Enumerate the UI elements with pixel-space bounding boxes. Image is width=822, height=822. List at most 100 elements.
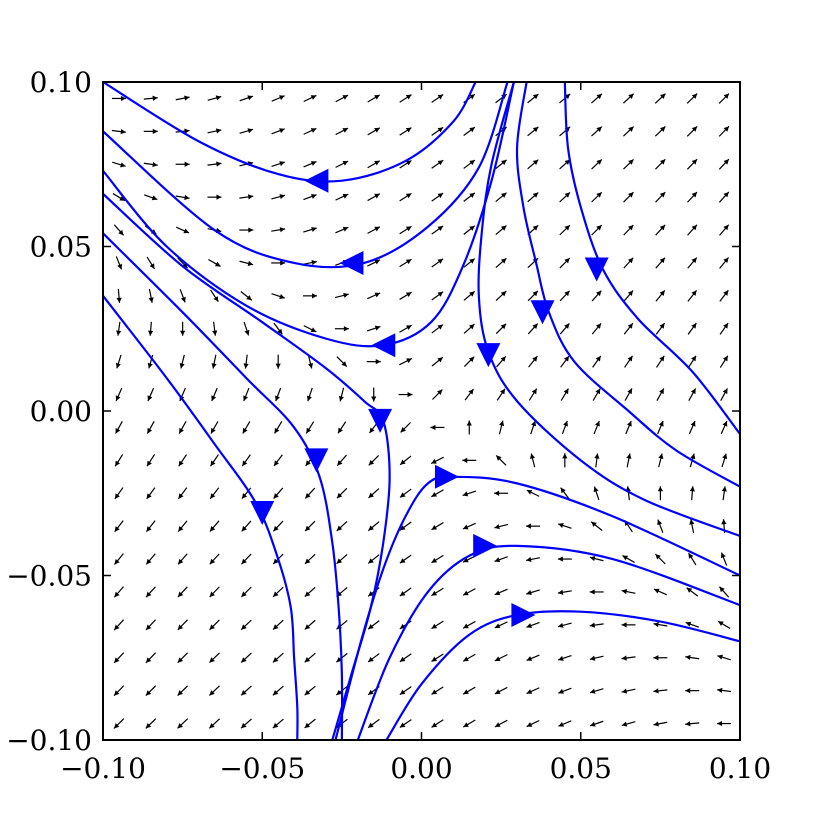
quiver-arrow bbox=[177, 718, 189, 729]
quiver-arrow bbox=[462, 620, 476, 629]
quiver-arrow bbox=[464, 388, 474, 401]
quiver-arrow bbox=[463, 225, 476, 235]
quiver-arrow bbox=[559, 159, 571, 170]
quiver-arrow bbox=[272, 586, 284, 598]
quiver-arrow bbox=[303, 160, 317, 168]
quiver-arrow bbox=[687, 289, 698, 302]
quiver-arrow bbox=[179, 354, 185, 369]
quiver-arrow bbox=[430, 424, 445, 431]
quiver-arrow bbox=[653, 588, 668, 596]
quiver-arrow bbox=[336, 553, 348, 565]
quiver-arrow bbox=[367, 193, 381, 202]
y-tick-label: −0.10 bbox=[6, 724, 92, 757]
quiver-arrow bbox=[559, 191, 571, 203]
quiver-arrow bbox=[558, 687, 572, 694]
quiver-arrow bbox=[431, 126, 444, 136]
quiver-arrow bbox=[273, 454, 283, 467]
quiver-arrow bbox=[559, 224, 571, 236]
quiver-arrow bbox=[399, 587, 412, 597]
quiver-arrow bbox=[115, 421, 123, 434]
quiver-arrow bbox=[591, 322, 602, 335]
quiver-arrow bbox=[143, 194, 158, 201]
quiver-arrow bbox=[718, 158, 730, 170]
quiver-arrow bbox=[243, 321, 250, 336]
quiver-arrow bbox=[655, 355, 665, 368]
quiver-arrow bbox=[211, 354, 217, 369]
quiver-arrow bbox=[431, 93, 444, 103]
quiver-arrow bbox=[463, 192, 476, 202]
quiver-arrow bbox=[178, 421, 187, 434]
quiver-arrow bbox=[655, 191, 666, 203]
quiver-arrow bbox=[687, 322, 697, 335]
quiver-arrow bbox=[721, 486, 727, 501]
streamline bbox=[515, 82, 740, 488]
streamline-arrow bbox=[304, 168, 329, 193]
quiver-arrow bbox=[559, 323, 570, 335]
quiver-arrow bbox=[399, 225, 412, 235]
quiver-arrow bbox=[209, 553, 220, 565]
quiver-arrow bbox=[592, 355, 602, 368]
quiver-arrow bbox=[558, 720, 572, 727]
quiver-arrow bbox=[241, 553, 252, 565]
quiver-arrow bbox=[399, 554, 412, 564]
quiver-arrow bbox=[719, 322, 729, 335]
quiver-arrow bbox=[463, 290, 476, 301]
quiver-arrow bbox=[368, 488, 380, 499]
quiver-arrow bbox=[657, 420, 664, 435]
quiver-arrow bbox=[241, 487, 252, 500]
quiver-arrow bbox=[303, 293, 318, 299]
quiver-arrow bbox=[526, 654, 540, 662]
quiver-arrow bbox=[367, 554, 380, 564]
quiver-arrow bbox=[621, 688, 636, 694]
quiver-arrow bbox=[495, 257, 507, 269]
quiver-arrow bbox=[686, 125, 698, 137]
quiver-arrow bbox=[367, 226, 381, 234]
quiver-arrow bbox=[623, 257, 634, 269]
streamline-arrow bbox=[371, 333, 396, 358]
streamline-arrow bbox=[473, 533, 498, 558]
quiver-arrow bbox=[146, 454, 156, 467]
quiver-arrow bbox=[462, 686, 476, 695]
quiver-arrow bbox=[367, 292, 381, 300]
quiver-arrow bbox=[431, 489, 444, 498]
quiver-arrow bbox=[655, 553, 666, 565]
axis-ticks: −0.10 −0.05 0.00 0.05 0.10 −0.10 −0.05 0.00 0.05… bbox=[6, 66, 771, 785]
quiver-arrow bbox=[111, 129, 126, 135]
quiver-arrow bbox=[431, 522, 444, 531]
quiver-arrow bbox=[526, 719, 540, 728]
quiver-arrow bbox=[175, 95, 190, 101]
quiver-arrow bbox=[431, 225, 444, 235]
streamline-arrow bbox=[434, 464, 459, 489]
quiver-arrow bbox=[557, 556, 572, 562]
quiver-arrow bbox=[654, 126, 666, 137]
quiver-arrow bbox=[462, 490, 477, 497]
quiver-arrow bbox=[177, 487, 188, 500]
quiver-arrow bbox=[590, 521, 603, 531]
quiver-arrow bbox=[115, 354, 122, 369]
streamline bbox=[563, 82, 740, 435]
quiver-arrow bbox=[242, 421, 251, 434]
quiver-arrow bbox=[399, 258, 412, 268]
quiver-arrow bbox=[336, 454, 347, 467]
quiver-arrow bbox=[371, 387, 377, 402]
quiver-arrow bbox=[367, 160, 381, 169]
quiver-arrow bbox=[432, 389, 443, 400]
quiver-arrow bbox=[113, 619, 125, 631]
quiver-arrow bbox=[116, 288, 122, 303]
quiver-arrow bbox=[239, 95, 254, 102]
quiver-arrow bbox=[463, 258, 476, 268]
quiver-arrow bbox=[177, 586, 188, 598]
quiver-arrow bbox=[431, 324, 444, 334]
quiver-arrow bbox=[689, 486, 695, 501]
quiver-arrow bbox=[626, 453, 632, 468]
quiver-arrow bbox=[589, 556, 604, 562]
quiver-arrow bbox=[273, 487, 284, 499]
quiver-arrow bbox=[589, 589, 604, 595]
quiver-arrow bbox=[115, 256, 123, 270]
quiver-arrow bbox=[530, 420, 537, 435]
quiver-arrow bbox=[622, 93, 635, 104]
quiver-arrow bbox=[335, 226, 349, 234]
streamline-arrow bbox=[250, 500, 275, 525]
quiver-arrow bbox=[591, 191, 603, 203]
quiver-arrow bbox=[495, 290, 507, 302]
